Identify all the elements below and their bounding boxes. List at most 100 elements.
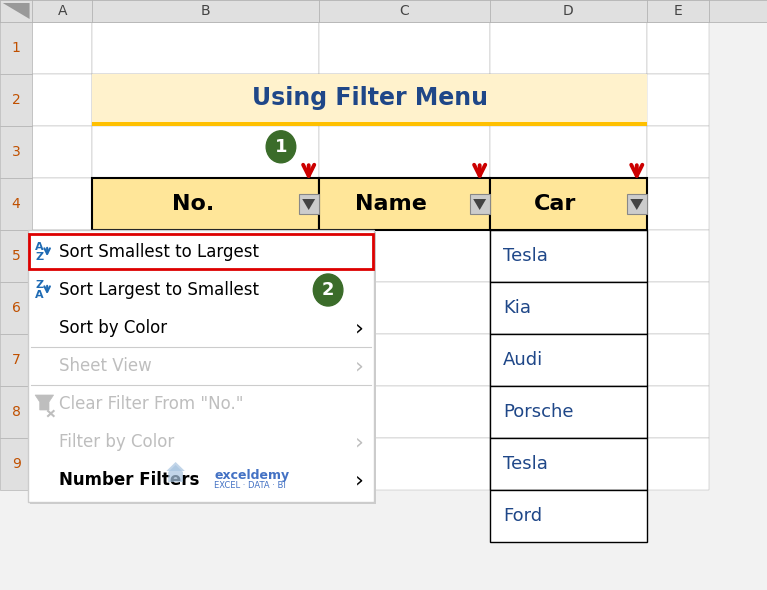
Bar xyxy=(490,438,647,490)
Bar xyxy=(32,0,211,22)
Bar xyxy=(647,178,709,230)
Bar xyxy=(647,74,709,126)
Bar xyxy=(647,334,709,386)
Text: 8: 8 xyxy=(12,405,21,419)
Bar xyxy=(0,334,32,386)
Bar xyxy=(490,230,647,282)
Text: Z: Z xyxy=(36,280,44,290)
Bar xyxy=(92,230,319,282)
Polygon shape xyxy=(473,199,486,210)
Bar xyxy=(490,334,647,386)
Bar xyxy=(389,0,568,22)
Text: Sort Smallest to Largest: Sort Smallest to Largest xyxy=(59,243,259,261)
Bar xyxy=(490,334,647,386)
Bar xyxy=(32,0,92,22)
Text: C: C xyxy=(400,4,410,18)
Bar xyxy=(490,126,647,178)
Bar xyxy=(92,282,319,334)
Text: Audi: Audi xyxy=(503,351,543,369)
Text: ›: › xyxy=(355,432,364,452)
Text: 9: 9 xyxy=(12,457,21,471)
Text: Z: Z xyxy=(36,252,44,262)
Bar xyxy=(32,74,92,126)
Bar xyxy=(32,438,92,490)
Bar xyxy=(92,438,319,490)
Bar xyxy=(92,122,647,126)
Bar xyxy=(0,0,709,22)
Bar xyxy=(30,232,376,504)
Text: 4: 4 xyxy=(12,197,21,211)
Bar xyxy=(490,282,647,334)
Text: ›: › xyxy=(355,356,364,376)
Bar xyxy=(637,0,767,22)
Text: 2: 2 xyxy=(322,281,334,299)
Bar xyxy=(647,438,709,490)
Bar xyxy=(0,386,32,438)
Bar xyxy=(568,0,709,22)
Text: Sort Largest to Smallest: Sort Largest to Smallest xyxy=(59,281,259,299)
Bar xyxy=(490,74,647,126)
Polygon shape xyxy=(302,199,315,210)
Bar xyxy=(647,22,709,74)
Bar xyxy=(490,230,647,282)
Text: Porsche: Porsche xyxy=(503,403,573,421)
Text: Kia: Kia xyxy=(503,299,531,317)
Text: A: A xyxy=(58,4,67,18)
Text: 1: 1 xyxy=(12,41,21,55)
Bar xyxy=(32,22,92,74)
Bar xyxy=(490,178,647,230)
Bar xyxy=(0,178,32,230)
Bar xyxy=(92,126,319,178)
Polygon shape xyxy=(168,465,183,482)
Bar xyxy=(0,230,32,282)
Polygon shape xyxy=(3,3,30,19)
Text: 3: 3 xyxy=(12,145,21,159)
Text: No.: No. xyxy=(172,194,214,214)
Bar xyxy=(32,386,92,438)
Text: B: B xyxy=(201,4,210,18)
Bar xyxy=(319,386,490,438)
Text: 1: 1 xyxy=(275,138,287,156)
Text: A: A xyxy=(35,242,44,252)
Polygon shape xyxy=(3,3,30,19)
Text: ›: › xyxy=(355,470,364,490)
Text: Sort by Color: Sort by Color xyxy=(59,319,167,337)
Circle shape xyxy=(313,274,343,306)
Text: EXCEL · DATA · BI: EXCEL · DATA · BI xyxy=(215,480,286,490)
Text: C: C xyxy=(473,4,483,18)
Text: D: D xyxy=(633,4,644,18)
Text: 5: 5 xyxy=(12,249,21,263)
Text: exceldemy: exceldemy xyxy=(215,470,290,483)
Bar xyxy=(92,22,319,74)
Text: 2: 2 xyxy=(12,93,21,107)
Bar xyxy=(92,178,319,230)
Bar xyxy=(319,126,490,178)
Bar xyxy=(298,194,319,214)
Circle shape xyxy=(266,131,296,163)
Bar xyxy=(0,438,32,490)
Text: Sheet View: Sheet View xyxy=(59,357,152,375)
Bar xyxy=(490,0,647,22)
Text: ›: › xyxy=(355,318,364,338)
Text: D: D xyxy=(563,4,574,18)
Text: A: A xyxy=(35,290,44,300)
Text: 7: 7 xyxy=(12,353,21,367)
Bar xyxy=(647,0,709,22)
Bar xyxy=(0,0,32,22)
Bar xyxy=(319,334,490,386)
Bar xyxy=(469,194,490,214)
Polygon shape xyxy=(35,395,54,410)
Bar xyxy=(92,74,319,126)
Bar xyxy=(627,194,647,214)
Bar xyxy=(319,22,490,74)
Text: Car: Car xyxy=(535,194,577,214)
Bar xyxy=(490,282,647,334)
Bar xyxy=(211,0,389,22)
Bar xyxy=(319,230,490,282)
Text: Tesla: Tesla xyxy=(503,247,548,265)
Bar xyxy=(0,126,32,178)
Text: Name: Name xyxy=(355,194,427,214)
Text: E: E xyxy=(673,4,683,18)
Bar xyxy=(647,386,709,438)
Bar xyxy=(92,74,647,126)
